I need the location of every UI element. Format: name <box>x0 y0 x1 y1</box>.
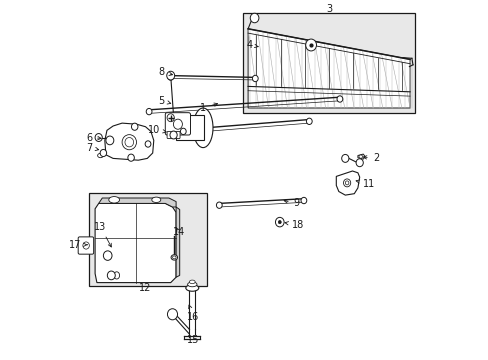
Ellipse shape <box>122 135 136 150</box>
Text: 6: 6 <box>86 132 101 143</box>
Text: 13: 13 <box>94 222 111 247</box>
Text: 18: 18 <box>285 220 303 230</box>
Ellipse shape <box>345 181 348 185</box>
Ellipse shape <box>275 217 284 227</box>
Text: 14: 14 <box>172 227 185 237</box>
Ellipse shape <box>341 154 348 162</box>
Ellipse shape <box>172 256 176 259</box>
Polygon shape <box>247 29 409 108</box>
Text: 16: 16 <box>187 305 199 322</box>
Text: 10: 10 <box>147 125 166 135</box>
Ellipse shape <box>185 285 199 291</box>
Bar <box>89 193 206 286</box>
Ellipse shape <box>170 131 177 139</box>
Ellipse shape <box>305 39 316 51</box>
Ellipse shape <box>167 309 177 320</box>
Polygon shape <box>357 154 365 159</box>
Polygon shape <box>176 207 179 277</box>
Ellipse shape <box>167 114 174 122</box>
Ellipse shape <box>301 197 306 204</box>
Ellipse shape <box>95 134 102 141</box>
Ellipse shape <box>343 179 350 187</box>
FancyBboxPatch shape <box>165 113 190 135</box>
Ellipse shape <box>166 71 174 80</box>
Text: 3: 3 <box>325 4 331 14</box>
Ellipse shape <box>146 108 152 115</box>
Ellipse shape <box>355 159 363 167</box>
Ellipse shape <box>106 136 114 145</box>
Ellipse shape <box>151 197 161 202</box>
Ellipse shape <box>125 138 133 147</box>
Ellipse shape <box>171 255 177 260</box>
Ellipse shape <box>82 242 89 249</box>
Text: 8: 8 <box>158 67 172 77</box>
Text: 17: 17 <box>69 240 87 250</box>
Text: 4: 4 <box>246 40 258 50</box>
FancyBboxPatch shape <box>78 237 94 254</box>
Ellipse shape <box>107 271 115 280</box>
Text: 2: 2 <box>363 153 378 163</box>
FancyBboxPatch shape <box>167 131 180 139</box>
Ellipse shape <box>306 118 311 125</box>
Polygon shape <box>99 198 176 207</box>
Ellipse shape <box>127 154 134 161</box>
Ellipse shape <box>145 141 151 147</box>
Bar <box>242 13 415 113</box>
Text: 7: 7 <box>86 143 99 153</box>
Ellipse shape <box>180 128 186 135</box>
Ellipse shape <box>189 280 195 284</box>
Polygon shape <box>104 123 153 160</box>
Text: 9: 9 <box>284 198 299 208</box>
Ellipse shape <box>114 272 120 279</box>
Text: 15: 15 <box>187 335 199 345</box>
Ellipse shape <box>278 220 281 224</box>
Ellipse shape <box>216 202 222 208</box>
Ellipse shape <box>173 119 182 129</box>
Ellipse shape <box>336 96 342 102</box>
Ellipse shape <box>187 282 197 287</box>
Polygon shape <box>336 171 359 195</box>
Ellipse shape <box>250 13 258 23</box>
Ellipse shape <box>98 153 103 158</box>
Ellipse shape <box>131 123 138 130</box>
Text: 5: 5 <box>158 96 170 106</box>
Ellipse shape <box>108 197 120 203</box>
Polygon shape <box>95 203 176 283</box>
Text: 12: 12 <box>139 283 151 293</box>
Ellipse shape <box>167 74 173 80</box>
Ellipse shape <box>104 252 111 260</box>
Ellipse shape <box>358 155 362 158</box>
Text: 1: 1 <box>200 103 217 113</box>
Ellipse shape <box>100 149 106 157</box>
Ellipse shape <box>252 75 258 82</box>
Text: 11: 11 <box>355 179 374 189</box>
Ellipse shape <box>103 251 112 260</box>
Ellipse shape <box>193 108 213 148</box>
Bar <box>176 115 204 140</box>
